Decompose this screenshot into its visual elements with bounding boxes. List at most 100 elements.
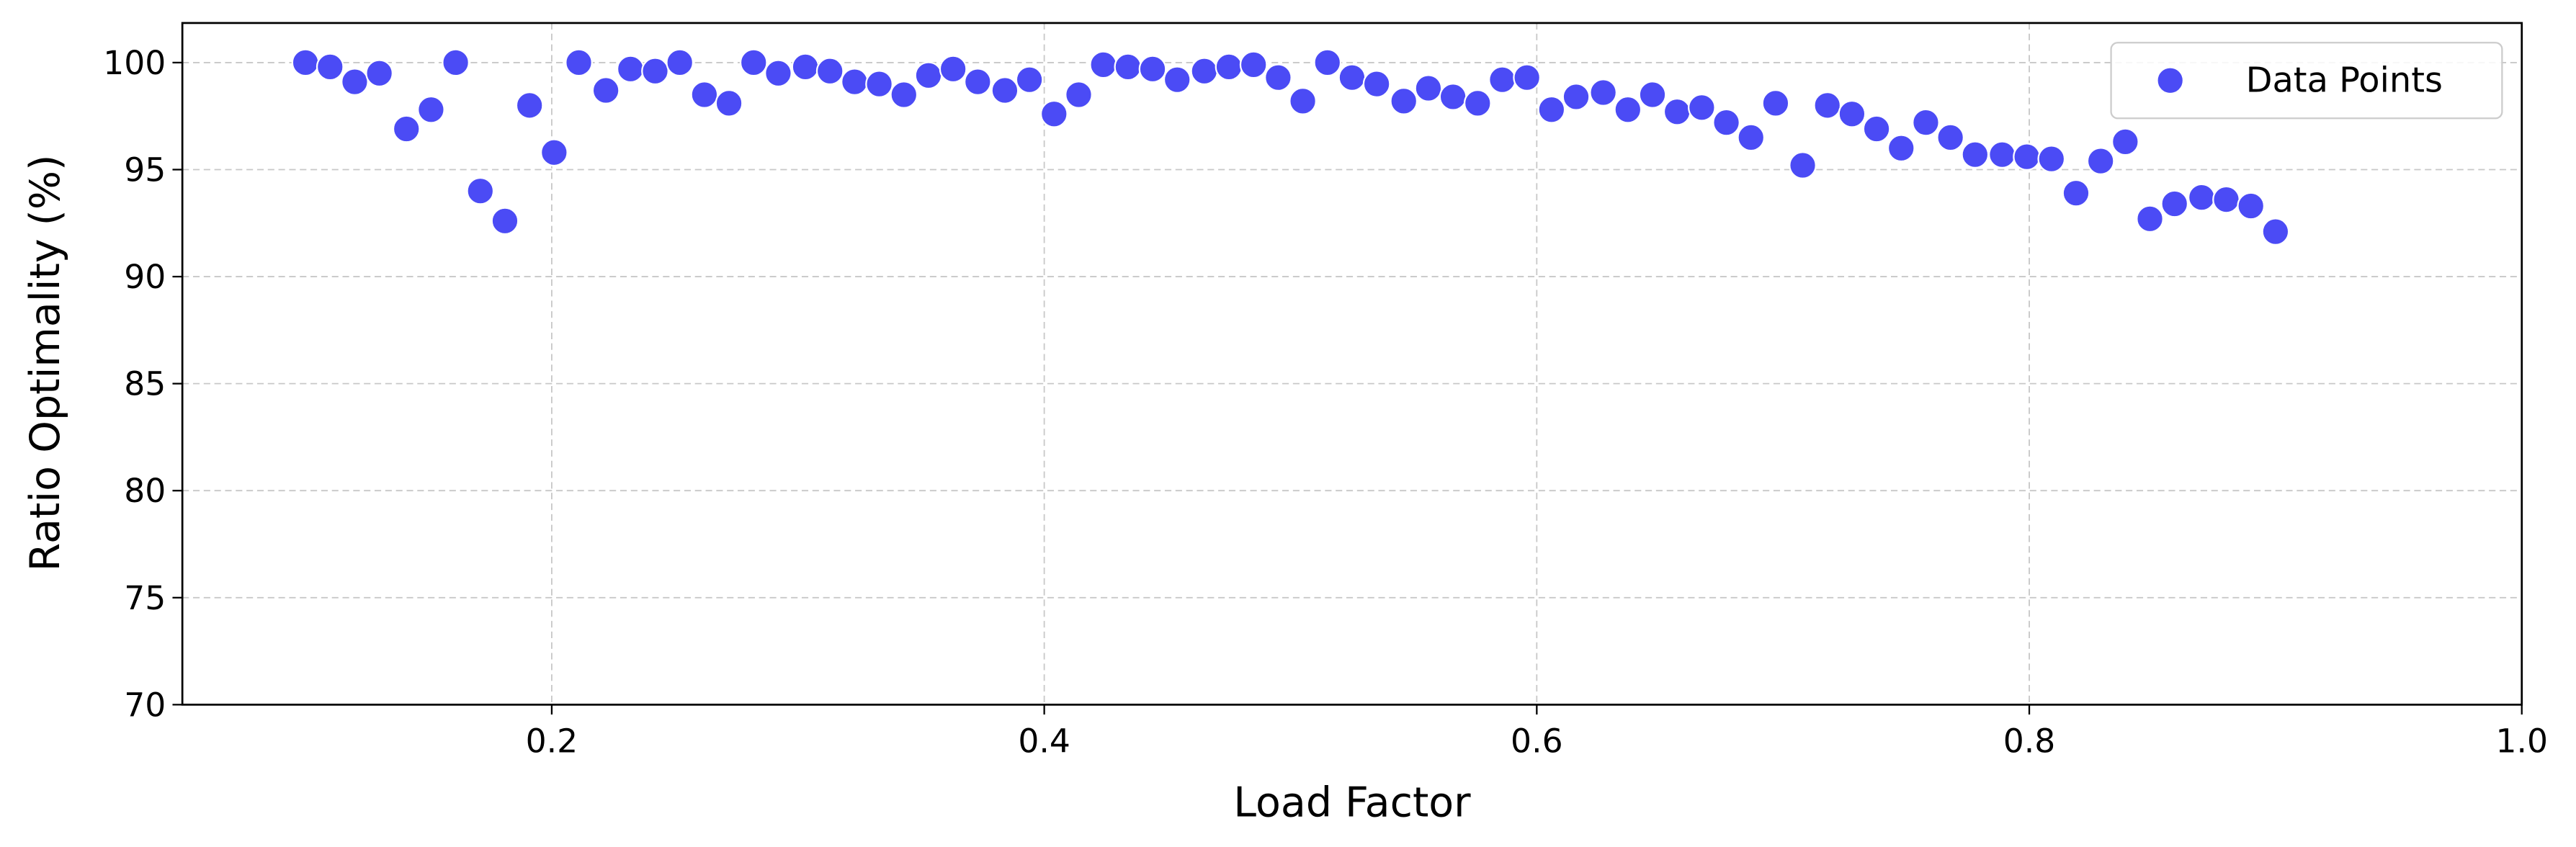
data-point — [2037, 145, 2066, 174]
data-point — [365, 59, 394, 88]
y-tick-label: 90 — [124, 258, 166, 296]
data-point — [491, 207, 519, 236]
data-point — [914, 61, 943, 90]
data-point — [540, 138, 568, 167]
data-point — [1912, 108, 1940, 137]
data-point — [616, 55, 645, 84]
data-point — [442, 48, 470, 77]
data-point — [666, 48, 694, 77]
data-point — [1712, 108, 1740, 137]
legend-label: Data Points — [2246, 61, 2443, 101]
data-point — [2212, 185, 2240, 214]
data-point — [791, 53, 820, 81]
y-tick-label: 85 — [124, 365, 166, 403]
data-point — [2013, 143, 2041, 171]
data-point — [1838, 99, 1866, 128]
x-axis-label: Load Factor — [1233, 779, 1471, 826]
data-point — [2237, 192, 2266, 220]
data-point — [1439, 83, 1467, 111]
data-point — [739, 48, 768, 77]
data-point — [1163, 66, 1191, 94]
data-point — [1488, 66, 1516, 94]
data-point — [1789, 151, 1817, 179]
data-point — [392, 115, 421, 143]
data-point — [1737, 123, 1766, 152]
data-point — [1414, 74, 1443, 102]
data-point — [1313, 48, 1342, 77]
data-point — [316, 53, 344, 81]
data-point — [1513, 63, 1542, 92]
data-point — [2062, 179, 2090, 207]
data-point — [1761, 89, 1790, 117]
data-point — [764, 59, 792, 88]
data-point — [815, 57, 844, 86]
data-point — [890, 81, 918, 109]
data-point — [1065, 81, 1093, 109]
data-point — [865, 70, 893, 99]
data-point — [1114, 53, 1142, 81]
data-point — [2136, 205, 2164, 233]
data-point — [565, 48, 593, 77]
data-point — [1039, 99, 1068, 128]
data-point — [641, 57, 669, 86]
data-point — [1239, 50, 1268, 79]
y-tick-label: 80 — [124, 472, 166, 510]
data-point — [1264, 63, 1292, 92]
data-point — [1887, 134, 1915, 163]
x-tick-label: 0.6 — [1511, 722, 1563, 761]
data-point — [466, 176, 495, 205]
data-point — [1562, 83, 1591, 111]
data-point — [1338, 63, 1367, 92]
data-point — [715, 89, 743, 117]
data-point — [1961, 140, 1990, 169]
data-point — [1138, 55, 1167, 84]
x-tick-label: 0.2 — [526, 722, 578, 761]
data-point — [1463, 89, 1492, 117]
data-point — [2187, 183, 2216, 212]
data-point — [939, 55, 967, 84]
data-point — [515, 91, 544, 120]
data-point — [1190, 57, 1219, 86]
data-point — [690, 81, 719, 109]
data-point — [1638, 81, 1667, 109]
plot-frame — [181, 22, 2523, 706]
y-tick-label: 75 — [124, 579, 166, 617]
data-point — [341, 68, 369, 97]
x-tick-label: 0.8 — [2003, 722, 2056, 761]
data-point — [2261, 218, 2290, 246]
data-point — [1663, 97, 1691, 126]
data-point — [1289, 87, 1317, 115]
data-point — [291, 48, 320, 77]
data-point — [963, 68, 992, 97]
y-tick-label: 70 — [124, 686, 166, 724]
data-point — [591, 76, 620, 104]
data-point — [1537, 95, 1566, 124]
data-point — [2111, 127, 2139, 156]
data-point — [1936, 123, 1965, 152]
data-point — [1390, 87, 1418, 115]
data-point — [1862, 115, 1891, 143]
legend-box — [2110, 42, 2503, 120]
legend-marker — [2156, 66, 2185, 95]
data-point — [1362, 70, 1391, 99]
data-point — [417, 95, 445, 124]
data-point — [1015, 66, 1044, 94]
y-tick-label: 100 — [103, 44, 166, 82]
data-point — [1687, 93, 1716, 122]
y-axis-label: Ratio Optimality (%) — [22, 155, 69, 572]
data-point — [1813, 91, 1842, 120]
data-point — [2086, 147, 2115, 175]
data-point — [1089, 50, 1118, 79]
data-point — [1215, 53, 1243, 81]
x-tick-label: 1.0 — [2495, 722, 2548, 761]
data-point — [841, 68, 869, 97]
data-point — [1614, 95, 1642, 124]
x-tick-label: 0.4 — [1018, 722, 1070, 761]
data-point — [990, 76, 1019, 104]
data-point — [1589, 79, 1618, 107]
data-point — [2160, 189, 2189, 218]
data-point — [1988, 140, 2016, 169]
y-tick-label: 95 — [124, 151, 166, 189]
